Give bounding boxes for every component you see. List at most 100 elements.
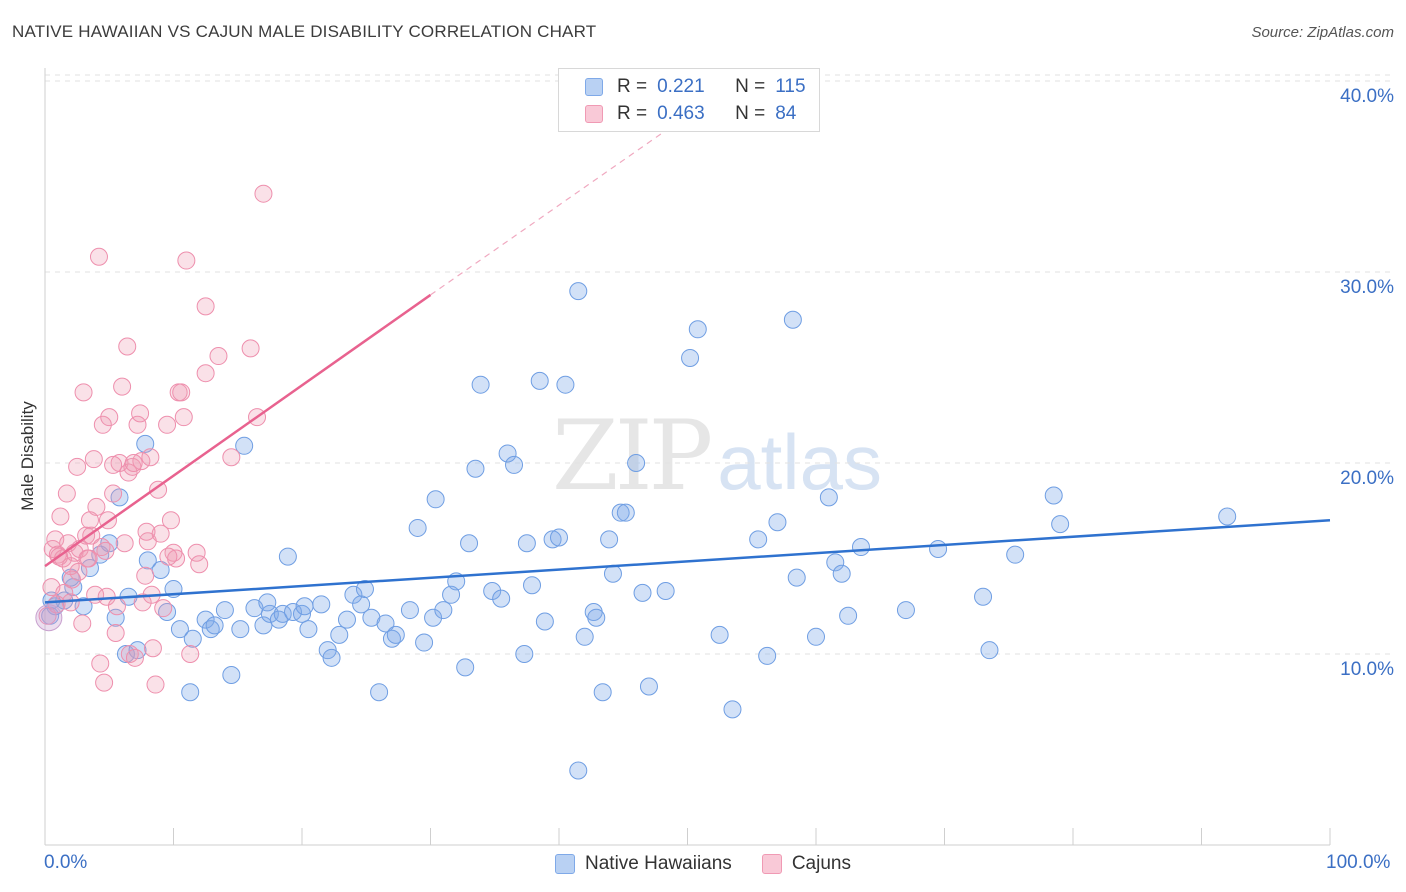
- native-hawaiian-point: [819, 488, 838, 507]
- native-hawaiian-point: [170, 620, 189, 639]
- legend-row-native-hawaiians: R = 0.221 N = 115: [585, 74, 806, 100]
- cajun-point: [137, 522, 156, 541]
- native-hawaiian-point: [386, 625, 405, 644]
- native-hawaiian-point: [603, 564, 622, 583]
- native-hawaiian-point: [569, 282, 588, 301]
- cajun-point: [107, 597, 126, 616]
- native-hawaiian-point: [515, 645, 534, 663]
- native-hawaiian-point: [183, 629, 202, 648]
- cajun-point: [146, 675, 165, 694]
- cajun-point: [100, 408, 119, 427]
- y-tick-label-20: 20.0%: [1340, 468, 1394, 489]
- cajun-point: [196, 297, 215, 316]
- chart-title: NATIVE HAWAIIAN VS CAJUN MALE DISABILITY…: [12, 22, 597, 41]
- cajun-point: [172, 383, 191, 402]
- cajun-point: [177, 251, 196, 270]
- cajun-trendline-extension: [430, 114, 688, 296]
- cajun-point: [151, 524, 170, 543]
- native-hawaiian-point: [260, 604, 279, 623]
- native-hawaiian-point: [498, 444, 517, 463]
- native-hawaiian-point: [723, 700, 742, 719]
- native-hawaiian-point: [896, 601, 915, 620]
- native-hawaiian-point: [1218, 507, 1237, 526]
- native-hawaiian-point: [456, 658, 475, 677]
- n-label: N =: [735, 76, 766, 97]
- native-hawaiian-point: [426, 490, 445, 509]
- cajun-point: [190, 555, 209, 574]
- native-hawaiian-point: [980, 641, 999, 660]
- cajun-point: [69, 562, 88, 581]
- pink-swatch: [585, 105, 603, 123]
- cajun-point: [158, 415, 177, 434]
- native-hawaiian-point: [344, 585, 363, 604]
- cajun-point: [196, 364, 215, 383]
- native-hawaiian-point: [196, 610, 215, 629]
- native-hawaiian-point: [235, 436, 254, 455]
- native-hawaiian-point: [1044, 486, 1063, 505]
- native-hawaiian-point: [530, 371, 549, 390]
- n-value: 115: [775, 76, 806, 97]
- r-value: 0.221: [657, 76, 705, 97]
- native-hawaiian-point: [295, 597, 314, 616]
- y-tick-label-10: 10.0%: [1340, 659, 1394, 680]
- pink-swatch: [761, 854, 782, 874]
- native-hawaiian-point: [851, 538, 870, 557]
- native-hawaiian-point: [839, 606, 858, 625]
- cajun-point: [141, 448, 160, 467]
- cajun-point: [51, 507, 70, 526]
- native-hawaiian-point: [136, 434, 155, 453]
- native-hawaiian-point: [492, 589, 511, 608]
- cajun-point: [73, 614, 92, 633]
- native-hawaiian-point: [587, 608, 606, 627]
- native-hawaiian-point: [116, 645, 135, 663]
- cajun-point: [174, 408, 193, 427]
- r-label: R =: [617, 76, 648, 97]
- native-hawaiian-point: [258, 593, 277, 612]
- cajun-point: [133, 593, 152, 612]
- y-tick-label-40: 40.0%: [1340, 86, 1394, 107]
- native-hawaiian-point: [424, 608, 443, 627]
- native-hawaiian-point: [138, 551, 157, 570]
- cajun-point: [84, 450, 103, 469]
- cajun-point: [209, 347, 228, 366]
- cajun-point: [161, 511, 180, 530]
- native-hawaiian-point: [681, 348, 700, 367]
- native-hawaiian-point: [569, 761, 588, 780]
- cajun-point: [91, 654, 110, 673]
- native-hawaiian-point: [616, 503, 635, 522]
- legend-label: Cajuns: [791, 853, 851, 874]
- cajun-point: [104, 484, 123, 503]
- native-hawaiian-point: [758, 646, 777, 665]
- series-legend: Native Hawaiians Cajuns: [0, 851, 1406, 877]
- native-hawaiian-point: [768, 513, 787, 532]
- native-hawaiian-point: [408, 518, 427, 537]
- native-hawaiian-point: [471, 375, 490, 394]
- r-value: 0.463: [657, 103, 705, 124]
- cajun-point: [78, 549, 97, 568]
- native-hawaiian-point: [1006, 545, 1025, 564]
- native-hawaiian-point: [710, 625, 729, 644]
- r-label: R =: [617, 103, 648, 124]
- cajun-point: [68, 457, 87, 476]
- native-hawaiian-point: [284, 602, 303, 621]
- native-hawaiian-point: [352, 595, 371, 614]
- native-hawaiian-point: [523, 576, 542, 595]
- native-hawaiian-point: [832, 564, 851, 583]
- native-hawaiian-point: [787, 568, 806, 587]
- x-tick-label-max: 100.0%: [1326, 852, 1391, 873]
- cajun-point: [254, 184, 273, 203]
- native-hawaiian-point: [639, 677, 658, 696]
- native-hawaiian-point: [929, 539, 948, 558]
- cajun-point: [89, 247, 108, 266]
- native-hawaiian-point: [807, 627, 825, 646]
- native-hawaiian-point: [535, 612, 554, 631]
- cajun-point: [143, 639, 162, 658]
- cajun-point: [115, 534, 134, 553]
- native-hawaiian-point: [517, 534, 536, 553]
- cajun-point: [159, 547, 178, 566]
- cajun-trendline: [44, 293, 432, 568]
- blue-swatch: [585, 78, 603, 96]
- native-hawaiian-point: [974, 587, 993, 606]
- native-hawaiian-point: [312, 595, 331, 614]
